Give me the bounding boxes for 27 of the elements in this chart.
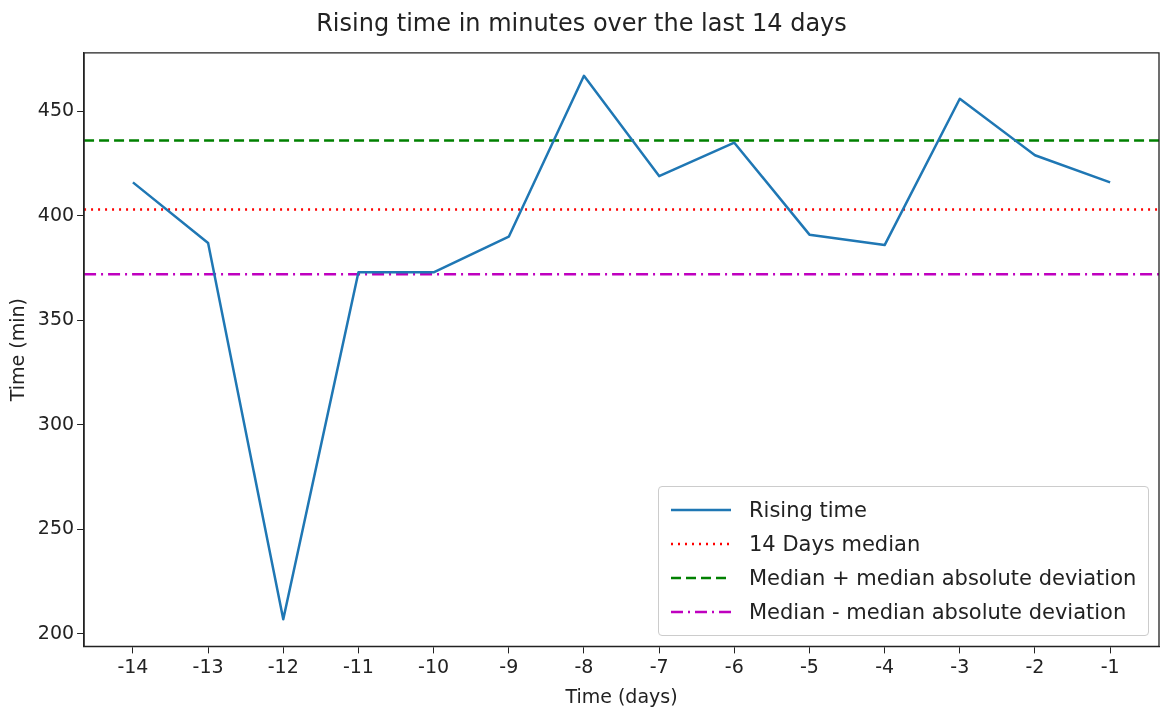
y-tick-label: 450 bbox=[37, 98, 75, 121]
y-tick-label: 250 bbox=[37, 516, 75, 539]
x-tick-label: -9 bbox=[499, 654, 519, 677]
y-tick-label: 400 bbox=[37, 202, 75, 225]
y-tick-label: 350 bbox=[37, 307, 75, 330]
chart-title: Rising time in minutes over the last 14 days bbox=[316, 8, 847, 37]
y-axis-title: Time (min) bbox=[6, 298, 29, 403]
x-tick-label: -6 bbox=[724, 654, 744, 677]
y-tick-label: 300 bbox=[37, 411, 75, 434]
x-tick-label: -13 bbox=[192, 654, 224, 677]
x-tick-label: -7 bbox=[649, 654, 669, 677]
x-tick-label: -5 bbox=[799, 654, 819, 677]
x-tick-label: -1 bbox=[1100, 654, 1120, 677]
x-axis-title: Time (days) bbox=[564, 684, 678, 707]
x-tick-label: -10 bbox=[418, 654, 450, 677]
x-tick-label: -8 bbox=[574, 654, 594, 677]
y-tick-label: 200 bbox=[37, 620, 75, 643]
x-tick-label: -11 bbox=[342, 654, 374, 677]
x-tick-label: -12 bbox=[267, 654, 299, 677]
legend-label: Median - median absolute deviation bbox=[749, 600, 1127, 625]
x-tick-label: -2 bbox=[1025, 654, 1045, 677]
legend-label: 14 Days median bbox=[749, 532, 921, 557]
x-tick-label: -14 bbox=[117, 654, 149, 677]
x-tick-label: -4 bbox=[875, 654, 895, 677]
legend-label: Median + median absolute deviation bbox=[749, 566, 1137, 591]
legend-label: Rising time bbox=[749, 498, 867, 523]
x-tick-label: -3 bbox=[950, 654, 970, 677]
